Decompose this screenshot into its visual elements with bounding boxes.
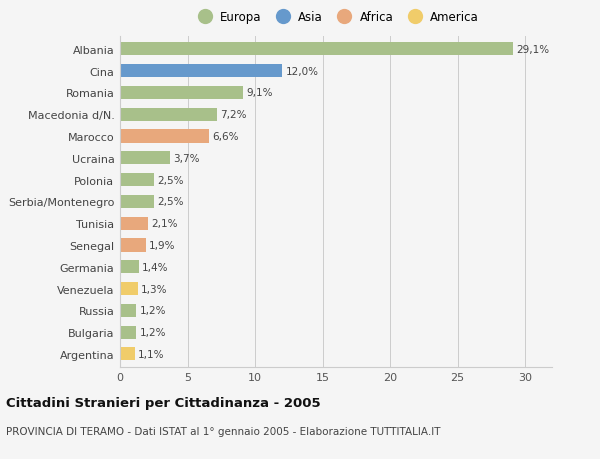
- Bar: [120, 174, 154, 187]
- Text: 1,1%: 1,1%: [138, 349, 165, 359]
- Text: 1,3%: 1,3%: [141, 284, 167, 294]
- Bar: [120, 130, 209, 143]
- Text: 12,0%: 12,0%: [286, 67, 319, 77]
- Text: 1,9%: 1,9%: [149, 241, 176, 251]
- Bar: [120, 108, 217, 122]
- Text: 9,1%: 9,1%: [246, 88, 273, 98]
- Text: 1,2%: 1,2%: [140, 327, 166, 337]
- Bar: [120, 217, 148, 230]
- Bar: [120, 326, 136, 339]
- Text: 7,2%: 7,2%: [221, 110, 247, 120]
- Bar: [120, 239, 146, 252]
- Bar: [120, 282, 137, 296]
- Bar: [120, 304, 136, 317]
- Text: PROVINCIA DI TERAMO - Dati ISTAT al 1° gennaio 2005 - Elaborazione TUTTITALIA.IT: PROVINCIA DI TERAMO - Dati ISTAT al 1° g…: [6, 426, 440, 436]
- Bar: [120, 87, 243, 100]
- Text: 6,6%: 6,6%: [212, 132, 239, 142]
- Bar: [120, 261, 139, 274]
- Text: 29,1%: 29,1%: [516, 45, 550, 55]
- Text: 1,4%: 1,4%: [142, 262, 169, 272]
- Bar: [120, 43, 513, 56]
- Legend: Europa, Asia, Africa, America: Europa, Asia, Africa, America: [193, 11, 479, 24]
- Bar: [120, 152, 170, 165]
- Text: 3,7%: 3,7%: [173, 153, 200, 163]
- Text: 2,5%: 2,5%: [157, 175, 184, 185]
- Bar: [120, 65, 282, 78]
- Text: 2,5%: 2,5%: [157, 197, 184, 207]
- Text: 1,2%: 1,2%: [140, 306, 166, 316]
- Bar: [120, 347, 135, 361]
- Text: 2,1%: 2,1%: [152, 218, 178, 229]
- Text: Cittadini Stranieri per Cittadinanza - 2005: Cittadini Stranieri per Cittadinanza - 2…: [6, 396, 320, 409]
- Bar: [120, 196, 154, 208]
